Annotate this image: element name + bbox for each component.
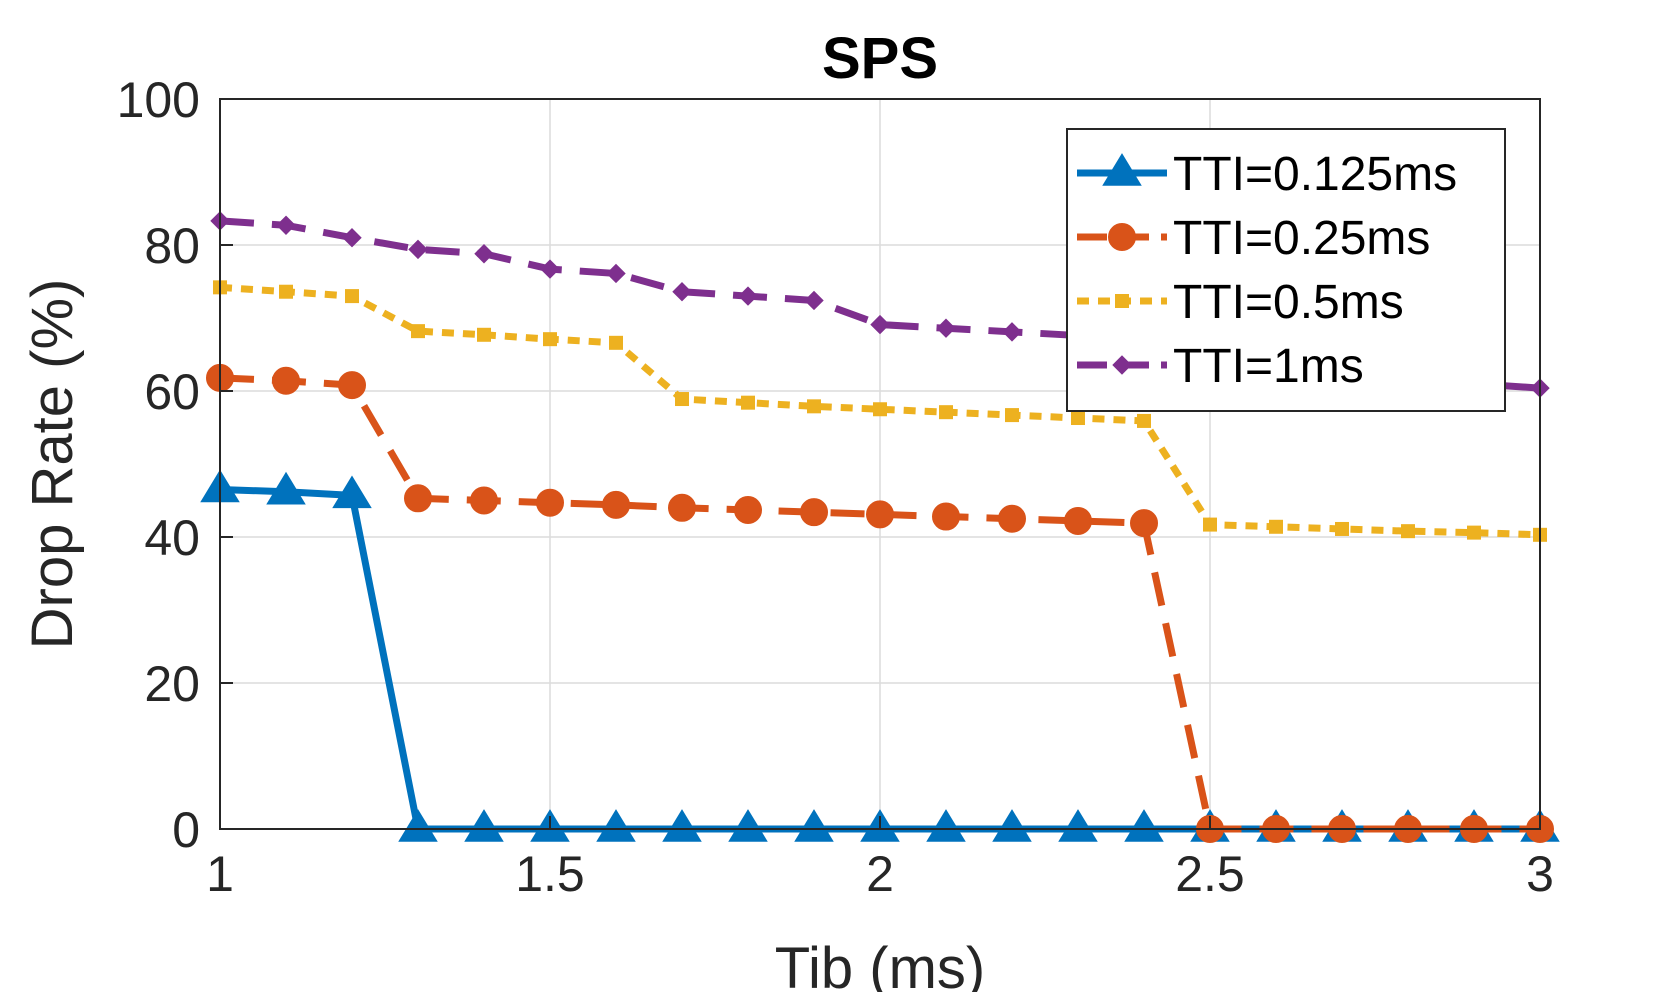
data-point	[794, 809, 834, 842]
x-axis-title: Tib (ms)	[775, 936, 985, 992]
data-point	[266, 471, 306, 505]
data-point	[870, 314, 890, 335]
data-point	[276, 215, 296, 235]
legend-entry: TTI=0.125ms	[1077, 148, 1457, 201]
data-point	[477, 327, 491, 342]
data-point	[404, 484, 432, 513]
x-tick-label: 3	[1526, 846, 1554, 902]
data-point	[408, 239, 428, 260]
data-point	[543, 332, 557, 347]
y-tick-label: 40	[144, 510, 200, 566]
data-point	[332, 475, 372, 509]
data-point	[606, 263, 626, 284]
y-tick-label: 100	[117, 72, 200, 128]
data-point	[926, 809, 966, 842]
data-point	[804, 290, 824, 311]
data-point	[1071, 411, 1085, 426]
data-point	[936, 318, 956, 338]
y-tick-label: 80	[144, 218, 200, 274]
data-point	[464, 809, 504, 842]
data-point	[1137, 413, 1151, 428]
data-point	[1130, 509, 1158, 538]
data-point	[662, 809, 702, 842]
data-point	[474, 244, 494, 264]
axis-ticks: 1 1.5 2 2.5 3 0 20 40 60 80 100	[117, 72, 1554, 902]
data-point	[1058, 809, 1098, 842]
series-TTI=0.5ms	[213, 280, 1547, 542]
series-line	[219, 283, 1541, 539]
x-tick-label: 2.5	[1175, 846, 1245, 902]
data-point	[1005, 408, 1019, 423]
legend-label: TTI=0.5ms	[1173, 276, 1404, 329]
data-point	[338, 371, 366, 400]
data-point	[1335, 521, 1349, 536]
data-point	[998, 504, 1026, 533]
data-point	[1064, 506, 1092, 535]
data-point	[675, 392, 689, 407]
data-point	[800, 498, 828, 527]
data-point	[866, 500, 894, 529]
data-point	[272, 366, 300, 395]
data-point	[738, 286, 758, 306]
y-tick-label: 20	[144, 656, 200, 712]
data-point	[1269, 519, 1283, 534]
data-point	[1467, 525, 1481, 540]
legend-marker	[1112, 355, 1132, 375]
data-point	[1401, 524, 1415, 539]
data-point	[536, 488, 564, 517]
chart-title: SPS	[822, 26, 938, 91]
data-point	[1002, 322, 1022, 342]
y-axis-title: Drop Rate (%)	[20, 279, 85, 650]
legend-label: TTI=1ms	[1173, 340, 1364, 393]
data-point	[540, 259, 560, 279]
data-point	[807, 399, 821, 414]
y-tick-label: 0	[172, 802, 200, 858]
y-tick-label: 60	[144, 364, 200, 420]
data-point	[470, 486, 498, 515]
data-point	[602, 490, 630, 519]
data-point	[609, 335, 623, 350]
data-point	[939, 405, 953, 420]
data-point	[1124, 809, 1164, 842]
data-point	[672, 282, 692, 302]
data-point	[596, 809, 636, 842]
data-point	[342, 227, 362, 248]
x-tick-label: 1.5	[515, 846, 585, 902]
legend-marker	[1108, 223, 1136, 251]
data-point	[279, 284, 293, 299]
legend-entry: TTI=1ms	[1077, 340, 1364, 393]
legend-label: TTI=0.25ms	[1173, 212, 1430, 265]
data-point	[992, 809, 1032, 842]
data-point	[873, 402, 887, 417]
data-point	[668, 493, 696, 522]
legend-entry: TTI=0.25ms	[1077, 212, 1430, 265]
legend-marker	[1102, 153, 1142, 186]
data-point	[398, 809, 438, 842]
x-tick-label: 2	[866, 846, 894, 902]
data-point	[411, 324, 425, 339]
data-point	[734, 495, 762, 524]
x-tick-label: 1	[206, 846, 234, 902]
legend: TTI=0.125ms TTI=0.25ms TTI=0.5ms TTI=1ms	[1066, 128, 1506, 412]
data-point	[741, 395, 755, 410]
legend-entry: TTI=0.5ms	[1077, 276, 1404, 329]
legend-marker	[1115, 294, 1129, 308]
data-point	[728, 809, 768, 842]
data-point	[345, 289, 359, 304]
data-point	[932, 502, 960, 531]
legend-label: TTI=0.125ms	[1173, 148, 1457, 201]
data-point	[1203, 517, 1217, 532]
